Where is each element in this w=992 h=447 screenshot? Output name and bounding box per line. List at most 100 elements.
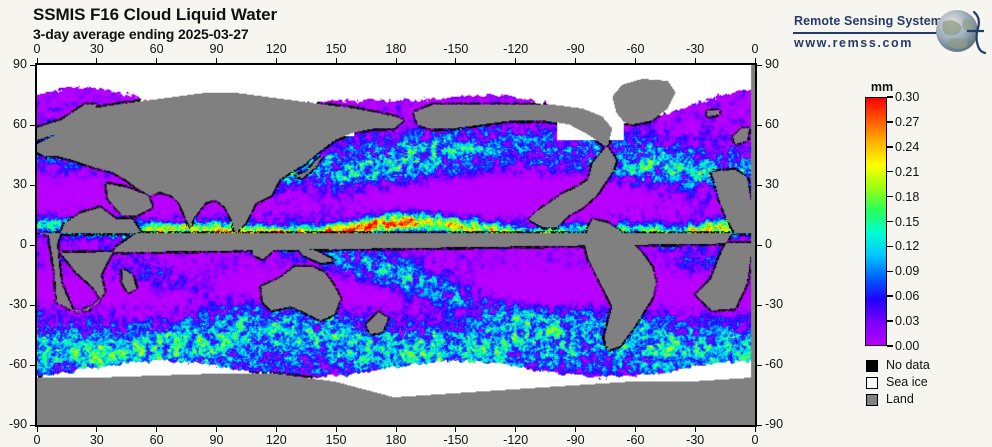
x-tickmark [275,58,277,63]
x-tickmark [515,427,517,432]
x-tick-label: 60 [149,42,164,56]
x-tick-label: -30 [686,433,705,447]
x-tick-label: 150 [325,433,347,447]
legend-swatch [866,394,878,406]
colorbar-tick-label: 0.06 [895,289,920,304]
y-tick-label: -90 [9,417,28,431]
y-tick-label: 0 [20,237,27,251]
x-tick-label: 90 [209,42,224,56]
x-tick-label: 180 [385,433,407,447]
x-tick-label: 0 [751,42,759,56]
x-tick-label: -120 [503,42,529,56]
x-tick-label: 0 [33,433,41,447]
colorbar-tickmark [887,295,893,297]
x-tickmark [216,427,217,432]
colorbar-gradient [866,98,886,345]
x-tick-label: 0 [33,42,41,56]
y-tick-label: 0 [765,237,772,251]
legend-swatch [866,377,878,389]
x-tickmark [96,58,98,63]
x-tickmark [575,427,576,432]
y-tickmark [757,304,762,306]
x-tickmark [694,427,696,432]
x-tickmark [335,58,337,63]
x-tickmark [754,427,756,432]
y-tick-label: -90 [765,417,784,431]
colorbar-tick-label: 0.12 [895,239,920,254]
x-tick-label: 90 [209,433,224,447]
legend-swatch [866,360,878,372]
y-tickmark [757,64,762,66]
x-tickmark [36,58,38,63]
x-tick-label: 120 [265,433,287,447]
y-tickmark [30,244,35,246]
page-subtitle: 3-day average ending 2025-03-27 [33,26,249,42]
x-tick-label: 30 [89,42,104,56]
colorbar-tick-label: 0.30 [895,90,920,104]
y-tickmark [30,64,35,66]
colorbar-tick-label: 0.21 [895,164,920,179]
x-tickmark [96,427,98,432]
world-map-plot[interactable] [35,63,757,427]
y-tickmark [757,244,762,246]
globe-icon [936,10,986,55]
x-tickmark [216,58,217,63]
y-tick-label: 30 [13,177,27,191]
x-tickmark [634,58,636,63]
x-tickmark [754,58,756,63]
x-tickmark [694,58,696,63]
x-tick-label: -120 [503,433,529,447]
y-tickmark [30,184,35,186]
x-tick-label: 150 [325,42,347,56]
x-tickmark [335,427,337,432]
y-tickmark [30,364,35,366]
legend-label: Sea ice [886,375,928,389]
logo-divider [793,32,939,34]
y-tick-label: -60 [9,357,28,371]
y-tick-label: -30 [765,297,784,311]
logo-website-url: www.remss.com [794,36,913,50]
colorbar-tickmark [887,146,893,148]
y-tickmark [30,424,35,426]
x-tickmark [275,427,277,432]
x-tick-label: -150 [443,42,469,56]
colorbar-tickmark [887,245,893,248]
x-tickmark [156,58,158,63]
y-tickmark [30,124,35,126]
y-tick-label: 90 [13,57,27,71]
colorbar-tick-label: 0.18 [895,189,920,204]
colorbar-tick-label: 0.09 [895,264,920,279]
x-tick-label: 120 [265,42,287,56]
x-tickmark [455,427,457,432]
colorbar-tickmark [887,320,893,322]
x-tickmark [634,427,636,432]
x-tick-label: -60 [626,42,645,56]
x-tick-label: -150 [443,433,469,447]
remss-logo[interactable]: Remote Sensing Systems www.remss.com [790,6,990,58]
colorbar-tick-label: 0.03 [895,314,920,329]
x-tick-label: 0 [751,433,759,447]
colorbar [865,97,887,346]
colorbar-tick-label: 0.15 [895,214,920,229]
y-tick-label: 60 [13,117,27,131]
x-tickmark [395,427,397,432]
logo-organization-name: Remote Sensing Systems [794,14,950,28]
x-tickmark [395,58,397,63]
colorbar-tickmark [887,345,893,347]
y-tick-label: 30 [765,177,779,191]
x-tick-label: 180 [385,42,407,56]
x-tick-label: 30 [89,433,104,447]
x-tickmark [156,427,158,432]
legend-label: Land [886,392,914,406]
colorbar-tickmark [887,121,893,123]
colorbar-tick-label: 0.00 [895,339,920,353]
y-tick-label: -30 [9,297,28,311]
colorbar-tickmark [887,170,893,173]
y-tickmark [757,364,762,366]
y-tickmark [757,184,762,186]
colorbar-tick-label: 0.27 [895,114,920,129]
map-raster [37,65,755,425]
x-tick-label: -30 [686,42,705,56]
colorbar-tickmark [887,220,893,223]
